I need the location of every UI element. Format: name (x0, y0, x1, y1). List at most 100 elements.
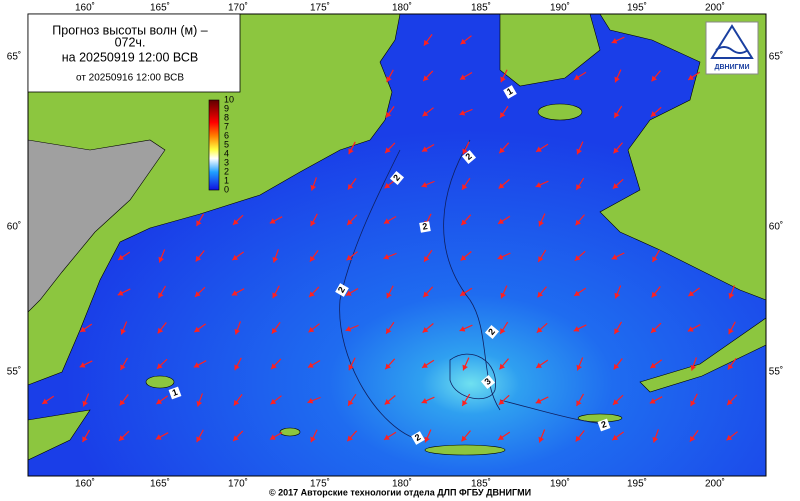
arrow (421, 180, 435, 188)
arrow-head (576, 364, 583, 371)
arrow (270, 358, 282, 370)
contour-label: 3 (480, 374, 496, 390)
arrow-head (500, 292, 506, 299)
colorbar (208, 99, 220, 191)
title-line: 072ч. (115, 35, 146, 49)
arrow (649, 359, 663, 369)
arrow (576, 357, 584, 371)
arrow (461, 393, 471, 407)
arrow (537, 286, 547, 298)
arrow (193, 360, 207, 368)
arrow-head (423, 75, 429, 82)
arrow (690, 393, 698, 407)
arrow (650, 322, 662, 334)
arrow-head (309, 291, 315, 298)
arrow (348, 141, 356, 155)
arrow (573, 287, 587, 297)
arrow-head (727, 399, 733, 406)
contour-label: 2 (411, 431, 425, 445)
arrow-head (690, 400, 696, 407)
arrow-head (232, 219, 239, 225)
arrow (119, 357, 129, 371)
arrow-head (651, 75, 658, 82)
arrow-head (652, 256, 658, 263)
logo-wave (715, 46, 749, 54)
arrow-head (538, 220, 544, 227)
arrow-head (386, 76, 392, 83)
arrow (307, 396, 321, 404)
arrow (422, 323, 434, 333)
arrow-head (234, 328, 241, 335)
arrow (462, 141, 470, 155)
arrow (384, 395, 396, 405)
arrow-head (384, 182, 391, 189)
arrow-head (612, 399, 619, 405)
arrow-head (538, 436, 545, 443)
contour-label-text: 1 (171, 387, 179, 398)
lat-label-left: 65˚ (7, 51, 21, 63)
arrow (575, 177, 585, 191)
lon-label-bottom: 190˚ (550, 478, 570, 490)
arrow-head (385, 111, 392, 118)
arrow-head (120, 328, 127, 335)
contour-label-box (597, 418, 611, 432)
arrow (574, 250, 586, 262)
arrow-head (193, 362, 200, 368)
lon-label-bottom: 185˚ (471, 478, 491, 490)
arrow-head (614, 328, 620, 335)
arrow (614, 69, 622, 83)
arrow (575, 214, 585, 226)
arrow (383, 431, 397, 441)
arrow (614, 285, 622, 299)
arrow-head (384, 398, 391, 405)
arrow-head (500, 328, 506, 334)
colorbar-label: 7 (224, 121, 229, 131)
arrow-head (385, 363, 391, 370)
contour-label: 2 (335, 283, 349, 297)
arrow-head (272, 292, 278, 299)
arrow-head (612, 183, 619, 189)
arrow-head (157, 327, 164, 334)
arrow (612, 394, 624, 406)
arrow (346, 251, 358, 261)
contour-label-box (484, 324, 500, 340)
colorbar-label: 8 (224, 112, 229, 122)
arrow-head (459, 74, 466, 80)
axis-labels: 160˚160˚165˚165˚170˚170˚175˚175˚180˚180˚… (7, 2, 783, 490)
arrow-head (535, 398, 542, 404)
arrow-head (422, 110, 429, 117)
arrow-head (612, 434, 619, 441)
arrow-head (194, 326, 201, 333)
arrow-head (232, 254, 239, 261)
arrow (462, 357, 470, 371)
arrow (81, 429, 91, 443)
arrow (535, 143, 549, 153)
arrow (79, 360, 93, 368)
arrow (308, 323, 320, 333)
arrow (459, 108, 473, 116)
colorbar-label: 4 (224, 148, 229, 158)
title-line: Прогноз высоты волн (м) – (52, 23, 207, 37)
contour-label: 2 (461, 149, 477, 165)
arrow (193, 323, 207, 333)
arrow-head (80, 326, 87, 332)
arrow (195, 250, 205, 262)
arrow (611, 36, 625, 44)
arrow (687, 287, 701, 297)
lon-label-bottom: 195˚ (627, 478, 647, 490)
arrow (689, 429, 699, 443)
arrow-head (614, 76, 620, 83)
arrow-head (310, 220, 316, 227)
title-line: на 20250919 12:00 ВСВ (62, 50, 198, 64)
contour-label-text: 2 (486, 326, 497, 336)
arrow (459, 71, 473, 81)
arrow (346, 430, 358, 442)
arrow (497, 252, 511, 260)
arrow (310, 429, 318, 443)
arrow-head (347, 219, 353, 226)
arrow-head (651, 291, 658, 298)
contour-label-box (461, 149, 477, 165)
arrow (155, 395, 169, 405)
arrow (272, 249, 279, 263)
